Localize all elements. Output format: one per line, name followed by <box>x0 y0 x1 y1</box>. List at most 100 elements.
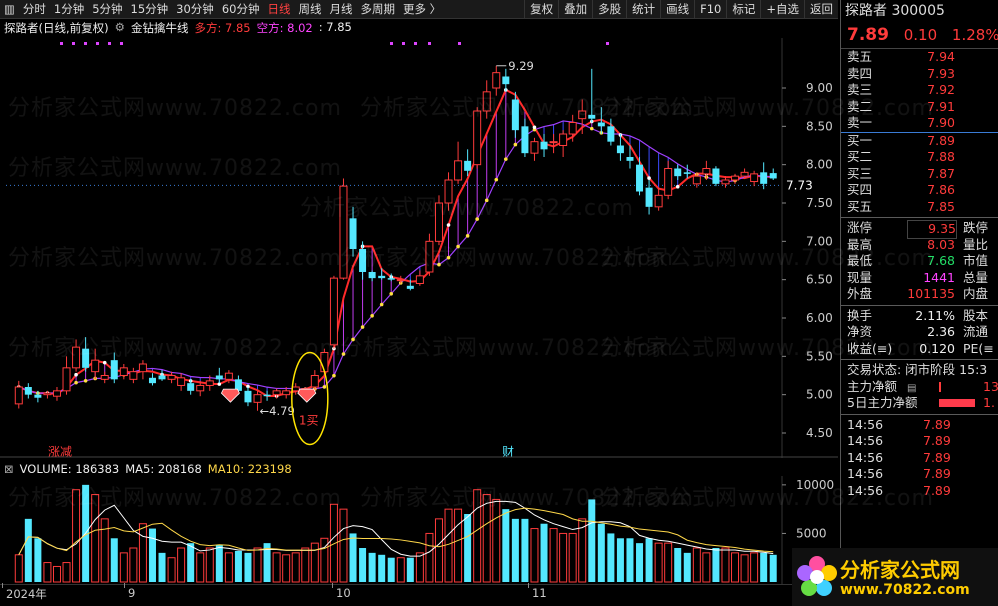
volume-bar <box>129 547 138 583</box>
volume-chart[interactable]: 10000 5000 <box>0 476 838 584</box>
logo-title: 分析家公式网 <box>840 558 960 582</box>
toolbar-button-4[interactable]: 画线 <box>660 0 694 18</box>
stat-value: 1441 <box>923 269 955 285</box>
candle-body <box>530 141 539 154</box>
volume-bar <box>645 538 653 582</box>
bids-row[interactable]: 买三 7.87 <box>841 166 998 183</box>
asks-row[interactable]: 卖二 7.91 <box>841 99 998 116</box>
volume-bar <box>205 547 214 583</box>
bids-row[interactable]: 买四 7.86 <box>841 182 998 199</box>
candle-body <box>396 279 405 282</box>
chart-toggle-icon[interactable]: ▥ <box>4 2 15 16</box>
bids-row[interactable]: 买二 7.88 <box>841 149 998 166</box>
table-icon[interactable]: ▤ <box>907 382 917 394</box>
tick-price: 7.89 <box>923 449 951 465</box>
volume-bar <box>674 548 682 582</box>
price-tick-label: 6.50 <box>806 273 833 287</box>
short-label: 空方: 8.02 <box>256 21 313 35</box>
tab-period-5[interactable]: 60分钟 <box>221 2 260 16</box>
row-value: 7.94 <box>927 49 955 64</box>
tab-period-9[interactable]: 多周期 <box>360 2 395 16</box>
tick-price: 7.89 <box>923 482 951 498</box>
bids-row[interactable]: 买五 7.85 <box>841 199 998 216</box>
asks-row[interactable]: 卖一 7.90 <box>841 115 998 132</box>
signal-marker <box>60 42 63 45</box>
candle-body <box>740 171 749 177</box>
tab-period-10[interactable]: 更多 〉 <box>402 2 442 16</box>
stat-value: 101135 <box>907 286 955 301</box>
stat-label-2: 内盘 <box>963 286 989 301</box>
row-value: 7.93 <box>927 65 955 81</box>
long-line-dot <box>74 372 78 377</box>
candle-body <box>100 375 109 380</box>
volume-bar <box>196 552 205 583</box>
price-tick-label: 7.50 <box>806 196 833 210</box>
tab-period-3[interactable]: 15分钟 <box>130 2 169 16</box>
tab-period-1[interactable]: 1分钟 <box>53 2 85 16</box>
row-label: 卖一 <box>847 115 873 130</box>
volume-bar <box>559 532 568 583</box>
long-line-dot <box>332 346 336 351</box>
candlestick-chart[interactable]: 9.00 8.50 8.00 7.50 7.00 6.50 6.00 5.50 5.00 4.50… <box>0 38 838 458</box>
short-line-dot <box>589 126 594 131</box>
stat-label: 现量 <box>847 269 873 285</box>
tick-time: 14:56 <box>847 433 884 448</box>
gear-icon[interactable]: ⚙ <box>114 20 125 34</box>
toolbar-button-1[interactable]: 叠加 <box>558 0 592 18</box>
tab-period-7[interactable]: 周线 <box>298 2 322 16</box>
tab-period-4[interactable]: 30分钟 <box>176 2 214 16</box>
row-value: 7.89 <box>927 132 955 148</box>
stock-title[interactable]: 探路者 300005 <box>845 3 945 19</box>
buy-label: 1买 <box>299 414 319 428</box>
candle-body <box>368 272 376 279</box>
row-value: 7.90 <box>927 115 955 130</box>
asks-row[interactable]: 卖三 7.92 <box>841 82 998 99</box>
toolbar-button-3[interactable]: 统计 <box>626 0 660 18</box>
long-line-dot <box>246 384 250 389</box>
date-axis: 2024年 9 10 11 <box>0 583 838 603</box>
toolbar-button-6[interactable]: 标记 <box>726 0 760 18</box>
volume-bar <box>464 514 472 582</box>
signal-marker <box>428 42 431 45</box>
candle-body <box>72 346 81 369</box>
asks-row[interactable]: 卖四 7.93 <box>841 66 998 83</box>
volume-bar <box>540 523 548 582</box>
toolbar-button-0[interactable]: 复权 <box>524 0 558 18</box>
short-line <box>18 120 774 394</box>
volume-bar <box>511 518 519 582</box>
volume-toggle-icon[interactable]: ⊠ <box>4 462 14 476</box>
tab-period-8[interactable]: 月线 <box>329 2 353 16</box>
price-tick-label: 9.00 <box>806 81 833 95</box>
logo-url: www.70822.com <box>840 582 970 598</box>
toolbar-button-2[interactable]: 多股 <box>592 0 626 18</box>
toolbar-button-5[interactable]: F10 <box>694 0 726 18</box>
toolbar-button-8[interactable]: 返回 <box>804 0 838 18</box>
tab-period-0[interactable]: 分时 <box>22 2 46 16</box>
indicator-name[interactable]: 金钻擒牛线 <box>130 21 189 35</box>
quote-panel: 探路者 300005 7.89 0.10 1.28% 卖五 7.94 卖四 7.93 卖… <box>840 0 998 606</box>
toolbar-button-7[interactable]: +自选 <box>760 0 804 18</box>
bids-row[interactable]: 买一 7.89 <box>841 133 998 150</box>
tab-period-2[interactable]: 5分钟 <box>92 2 123 16</box>
candle-body <box>14 386 23 405</box>
candle-body <box>588 114 596 119</box>
candle-body <box>568 122 577 135</box>
candle-body <box>62 367 71 392</box>
candle-body <box>234 379 242 391</box>
stat-value: 9.35 <box>907 220 957 239</box>
stat-label-2: PE(≡ <box>963 340 994 356</box>
asks-row[interactable]: 卖五 7.94 <box>841 49 998 66</box>
volume-bar <box>359 548 367 582</box>
stock-label[interactable]: 探路者(日线,前复权) <box>4 21 109 35</box>
candle-body <box>502 76 510 85</box>
tab-period-6[interactable]: 日线 <box>267 2 291 16</box>
volume-ma10: MA10: 223198 <box>207 462 292 476</box>
candle-body <box>359 249 367 272</box>
volume-bar <box>282 554 291 583</box>
volume-bar <box>654 542 663 583</box>
candle-body <box>310 375 319 388</box>
volume-bar <box>339 508 348 583</box>
volume-bar <box>234 550 242 582</box>
volume-bar <box>253 547 262 583</box>
volume-bar <box>329 503 338 583</box>
